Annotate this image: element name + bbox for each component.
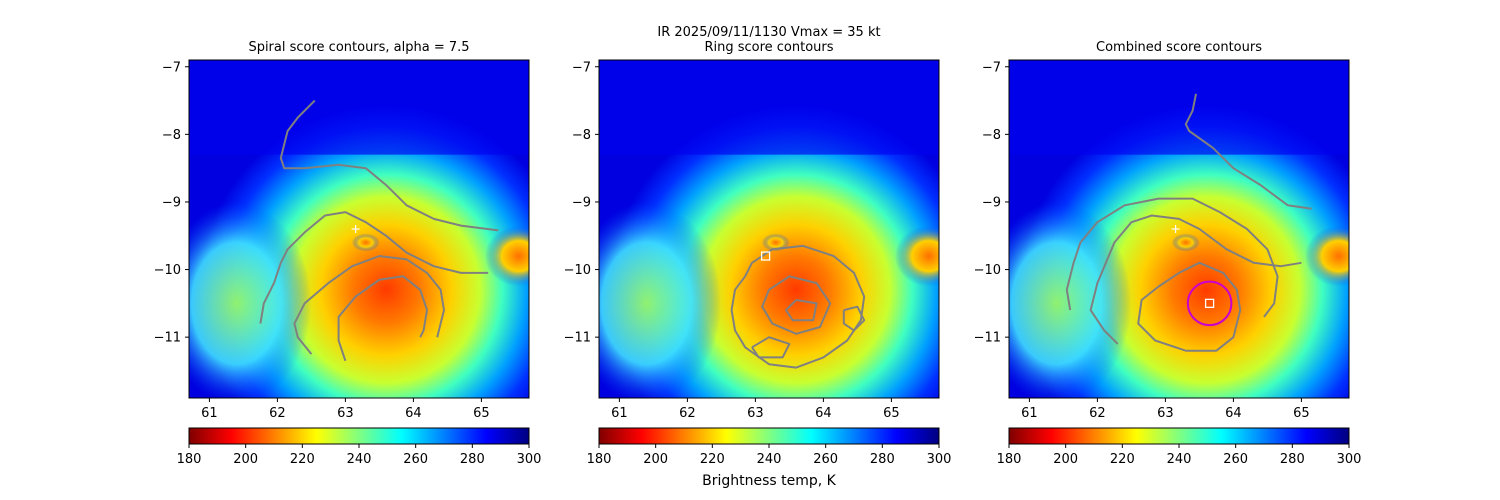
y-tick-label: −11 xyxy=(154,331,181,346)
x-tick-label: 62 xyxy=(1089,406,1106,421)
y-tick-label: −10 xyxy=(974,263,1001,278)
x-tick-label: 61 xyxy=(1021,406,1038,421)
contour-line xyxy=(751,336,791,359)
colorbar-tick-label: 180 xyxy=(587,452,612,467)
colorbar-tick-label: 240 xyxy=(347,452,372,467)
y-tick-label: −11 xyxy=(564,331,591,346)
colorbar-tick-label: 260 xyxy=(403,452,428,467)
colorbar-tick-label: 280 xyxy=(460,452,485,467)
ir-image xyxy=(189,60,529,398)
colorbar-tick-label: 220 xyxy=(290,452,315,467)
colorbar-tick-label: 240 xyxy=(1167,452,1192,467)
colorbar-tick-label: 260 xyxy=(813,452,838,467)
square-marker xyxy=(1204,298,1215,309)
contour-line xyxy=(1184,93,1312,210)
x-tick-label: 61 xyxy=(611,406,628,421)
contour-line xyxy=(1089,214,1302,345)
colorbar: 180 200 220 240 260 280 300 xyxy=(177,427,542,467)
x-tick-label: 65 xyxy=(883,406,900,421)
y-tick-label: −7 xyxy=(982,60,1001,75)
colorbar-tick-label: 220 xyxy=(700,452,725,467)
panel-title: Spiral score contours, alpha = 7.5 xyxy=(248,40,469,55)
contour-line xyxy=(1137,261,1242,352)
x-tick-label: 63 xyxy=(747,406,764,421)
contour-line xyxy=(842,305,866,332)
panel-title: Combined score contours xyxy=(1096,40,1262,55)
x-tick-label: 63 xyxy=(1157,406,1174,421)
colorbar-tick-label: 280 xyxy=(1280,452,1305,467)
score-contours xyxy=(730,244,866,369)
colorbar-tick-label: 300 xyxy=(927,452,952,467)
y-tick-label: −8 xyxy=(982,128,1001,143)
panel-title: Ring score contours xyxy=(704,40,833,55)
contour-line xyxy=(785,299,818,322)
y-tick-label: −10 xyxy=(564,263,591,278)
colorbar-tick-label: 300 xyxy=(517,452,542,467)
panel-1: Spiral score contours, alpha = 7.5 61 62 63… xyxy=(154,40,542,467)
colorbar-tick-label: 240 xyxy=(757,452,782,467)
contour-line xyxy=(259,211,489,324)
score-contours xyxy=(1065,93,1312,352)
score-contours xyxy=(259,99,499,362)
y-tick-label: −10 xyxy=(154,263,181,278)
contour-line xyxy=(1065,197,1279,318)
x-tick-label: 64 xyxy=(1225,406,1242,421)
colorbar-tick-label: 180 xyxy=(177,452,202,467)
square-marker xyxy=(760,251,771,261)
contour-line xyxy=(279,99,499,232)
contour-line xyxy=(761,275,832,335)
colorbar-gradient xyxy=(598,427,940,445)
axes-frame xyxy=(188,59,530,399)
panel-2: Ring score contours 61 62 63 64 65 −7 −8 −9 −10 −1… xyxy=(564,40,952,467)
cross-marker xyxy=(351,225,360,233)
y-tick-label: −7 xyxy=(162,60,181,75)
colorbar-tick-label: 200 xyxy=(1053,452,1078,467)
contour-line xyxy=(730,244,866,369)
colorbar-gradient xyxy=(1008,427,1350,445)
colorbar: 180 200 220 240 260 280 300 xyxy=(587,427,952,467)
colorbar-gradient xyxy=(188,427,530,445)
x-tick-label: 64 xyxy=(405,406,422,421)
colorbar-tick-label: 220 xyxy=(1110,452,1135,467)
colorbar-tick-label: 200 xyxy=(643,452,668,467)
colorbar-tick-label: 180 xyxy=(997,452,1022,467)
y-tick-label: −8 xyxy=(162,128,181,143)
x-tick-label: 61 xyxy=(201,406,218,421)
x-tick-label: 65 xyxy=(1293,406,1310,421)
y-tick-label: −8 xyxy=(572,128,591,143)
axes-frame xyxy=(1008,59,1350,399)
contour-line xyxy=(293,255,445,355)
colorbar: 180 200 220 240 260 280 300 xyxy=(997,427,1362,467)
y-tick-label: −9 xyxy=(572,195,591,210)
colorbar-label: Brightness temp, K xyxy=(702,473,837,489)
ir-image xyxy=(1009,60,1349,398)
cross-marker xyxy=(1171,225,1180,233)
y-tick-label: −9 xyxy=(162,195,181,210)
x-tick-label: 62 xyxy=(679,406,696,421)
ir-image xyxy=(599,60,939,398)
center-circle xyxy=(1186,280,1233,327)
x-tick-label: 62 xyxy=(269,406,286,421)
colorbar-tick-label: 280 xyxy=(870,452,895,467)
y-tick-label: −7 xyxy=(572,60,591,75)
figure-suptitle: IR 2025/09/11/1130 Vmax = 35 kt xyxy=(657,25,880,40)
x-tick-label: 63 xyxy=(337,406,354,421)
panel-3: Combined score contours 61 62 63 64 65 −7 −8 −9 −… xyxy=(974,40,1362,467)
y-tick-label: −9 xyxy=(982,195,1001,210)
contour-line xyxy=(337,275,428,362)
y-tick-label: −11 xyxy=(974,331,1001,346)
colorbar-tick-label: 200 xyxy=(233,452,258,467)
colorbar-tick-label: 300 xyxy=(1337,452,1362,467)
x-tick-label: 64 xyxy=(815,406,832,421)
x-tick-label: 65 xyxy=(473,406,490,421)
axes-frame xyxy=(598,59,940,399)
colorbar-tick-label: 260 xyxy=(1223,452,1248,467)
